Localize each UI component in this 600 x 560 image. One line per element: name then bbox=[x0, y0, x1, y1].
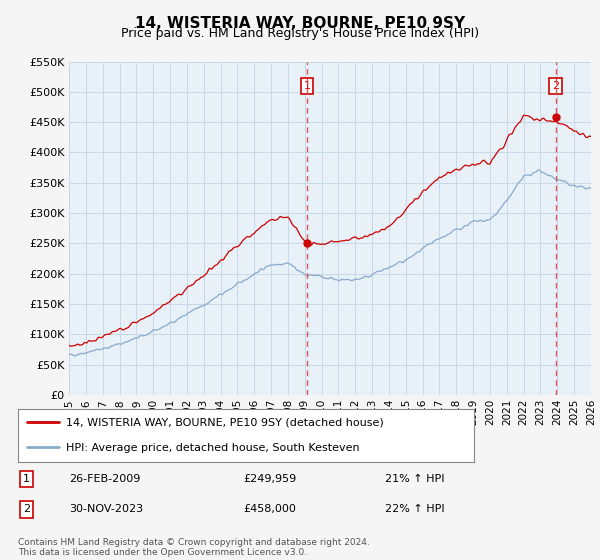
Text: 1: 1 bbox=[304, 81, 311, 91]
Text: HPI: Average price, detached house, South Kesteven: HPI: Average price, detached house, Sout… bbox=[66, 442, 359, 452]
Text: Price paid vs. HM Land Registry's House Price Index (HPI): Price paid vs. HM Land Registry's House … bbox=[121, 27, 479, 40]
Text: 14, WISTERIA WAY, BOURNE, PE10 9SY: 14, WISTERIA WAY, BOURNE, PE10 9SY bbox=[135, 16, 465, 31]
Text: 26-FEB-2009: 26-FEB-2009 bbox=[69, 474, 140, 484]
Text: 2: 2 bbox=[23, 505, 30, 515]
Text: 1: 1 bbox=[23, 474, 30, 484]
Text: £458,000: £458,000 bbox=[244, 505, 296, 515]
Text: 14, WISTERIA WAY, BOURNE, PE10 9SY (detached house): 14, WISTERIA WAY, BOURNE, PE10 9SY (deta… bbox=[66, 418, 383, 428]
Text: 21% ↑ HPI: 21% ↑ HPI bbox=[385, 474, 444, 484]
Text: £249,959: £249,959 bbox=[244, 474, 297, 484]
Text: Contains HM Land Registry data © Crown copyright and database right 2024.
This d: Contains HM Land Registry data © Crown c… bbox=[18, 538, 370, 557]
Text: 30-NOV-2023: 30-NOV-2023 bbox=[69, 505, 143, 515]
Text: 22% ↑ HPI: 22% ↑ HPI bbox=[385, 505, 444, 515]
Text: 2: 2 bbox=[552, 81, 559, 91]
